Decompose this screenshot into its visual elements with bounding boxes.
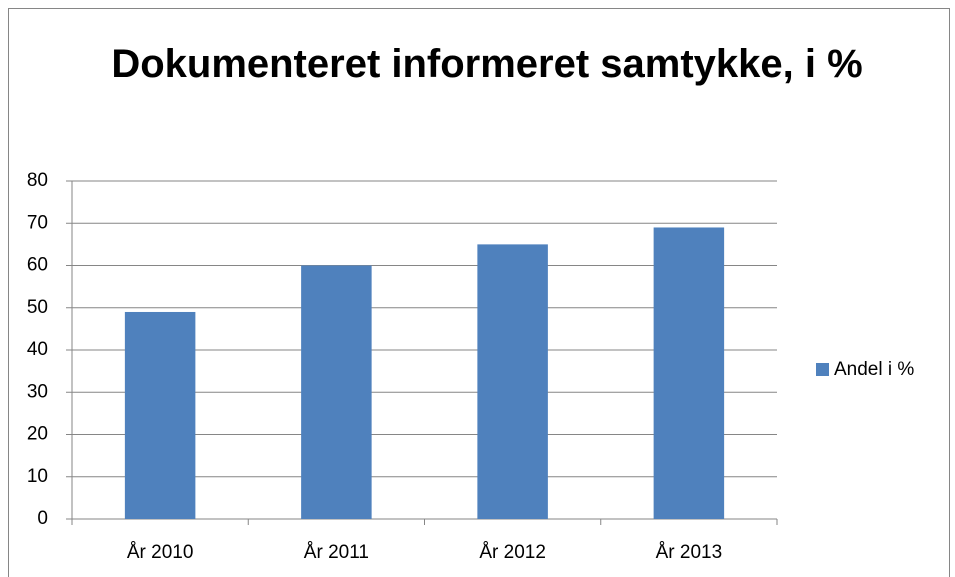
bar xyxy=(653,227,725,519)
y-tick-label: 40 xyxy=(27,339,48,360)
y-tick-label: 20 xyxy=(27,424,48,445)
y-tick-label: 80 xyxy=(27,170,48,191)
y-tick-label: 70 xyxy=(27,212,48,233)
x-tick-label: År 2011 xyxy=(304,542,369,563)
bar xyxy=(477,244,548,519)
chart-border xyxy=(8,8,950,577)
y-tick-label: 50 xyxy=(27,297,48,318)
x-tick-label: År 2010 xyxy=(127,542,194,563)
y-tick-label: 30 xyxy=(27,381,48,402)
bar xyxy=(124,311,196,519)
y-tick-label: 10 xyxy=(27,466,48,487)
y-tick-label: 0 xyxy=(37,508,48,529)
chart-title: Dokumenteret informeret samtykke, i % xyxy=(111,42,863,86)
bar xyxy=(301,265,372,519)
x-tick-label: År 2012 xyxy=(479,542,546,563)
y-tick-label: 60 xyxy=(27,255,48,276)
x-tick-label: År 2013 xyxy=(656,542,723,563)
legend-swatch xyxy=(816,363,829,376)
legend-label: Andel i % xyxy=(834,359,914,380)
